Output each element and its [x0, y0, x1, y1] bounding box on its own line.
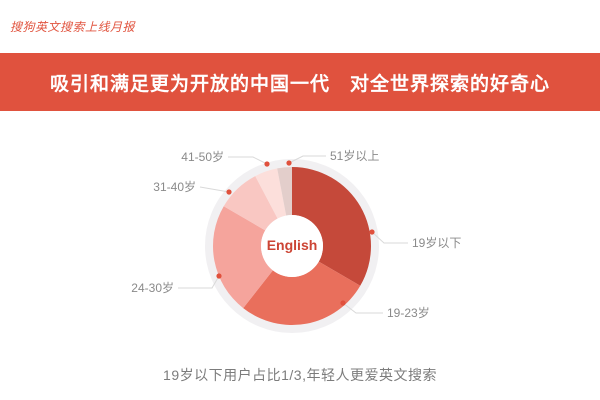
pie-segment-4	[255, 168, 287, 219]
pie-segments	[213, 167, 371, 325]
pie-segment-2	[213, 206, 273, 309]
pie-callouts: 19岁以下 19-23岁 24-30岁 31-40岁 41-50岁 51岁以上	[131, 148, 461, 320]
callout-dot-3	[226, 189, 232, 195]
pie-segment-0	[292, 167, 371, 286]
callout-line-2	[178, 275, 220, 289]
callout-dot-4	[264, 161, 270, 167]
callout-label-5: 51岁以上	[330, 148, 379, 163]
callout-dot-1	[340, 300, 346, 306]
callout-line-3	[199, 186, 230, 193]
pie-segment-5	[277, 167, 292, 216]
callout-label-4: 41-50岁	[181, 149, 224, 164]
pie-segment-3	[223, 176, 278, 231]
callout-line-1	[342, 302, 383, 314]
chart-caption: 19岁以下用户占比1/3,年轻人更爱英文搜索	[163, 367, 437, 383]
headline-banner: 吸引和满足更为开放的中国一代 对全世界探索的好奇心	[0, 53, 600, 111]
callout-dot-5	[286, 160, 292, 166]
callout-dot-0	[369, 229, 375, 235]
callout-line-0	[371, 231, 408, 244]
callout-label-2: 24-30岁	[131, 280, 174, 295]
callout-line-4	[228, 156, 268, 165]
callout-label-1: 19-23岁	[387, 305, 430, 320]
pie-segment-1	[243, 261, 361, 325]
report-title: 搜狗英文搜索上线月报	[10, 20, 136, 34]
donut-hole	[261, 215, 323, 277]
headline-text: 吸引和满足更为开放的中国一代 对全世界探索的好奇心	[49, 73, 550, 95]
chart-center-label: English	[267, 237, 318, 253]
callout-label-0: 19岁以下	[412, 235, 461, 250]
callout-line-5	[288, 155, 326, 164]
callout-label-3: 31-40岁	[153, 179, 196, 194]
callout-dot-2	[216, 273, 222, 279]
